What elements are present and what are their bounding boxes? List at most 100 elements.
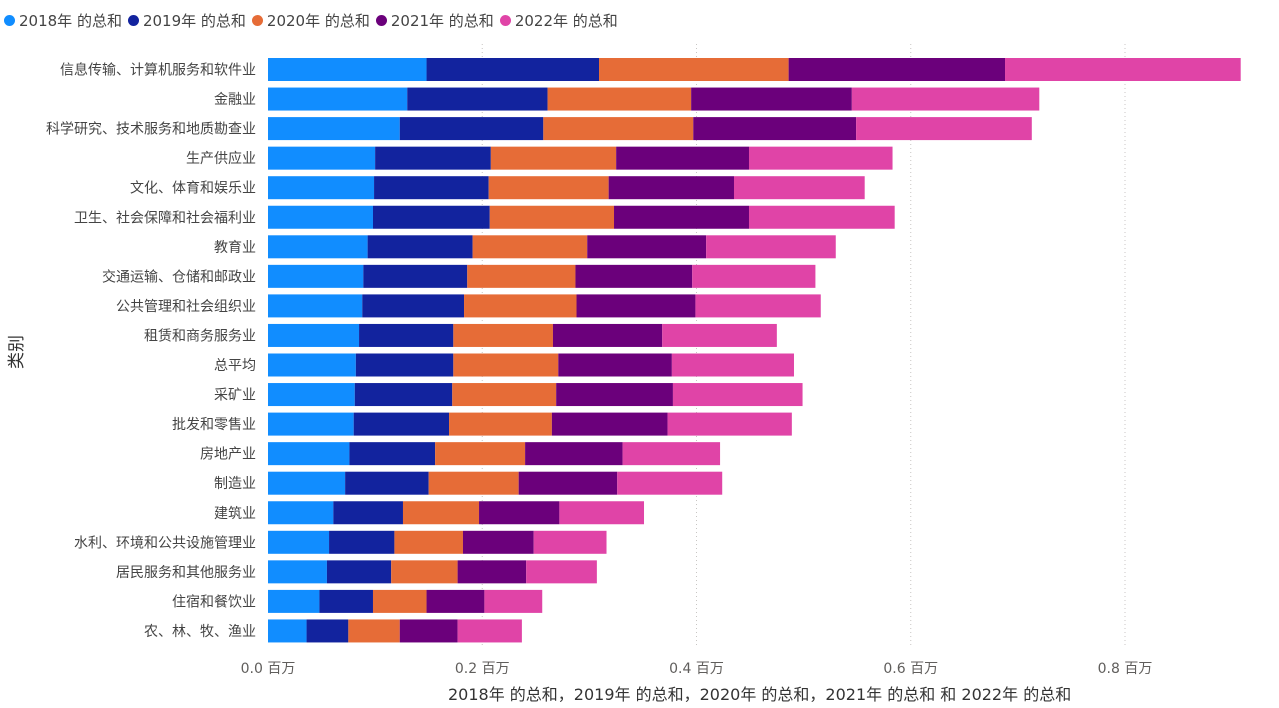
bar-segment[interactable] xyxy=(518,471,618,495)
bar-segment[interactable] xyxy=(608,176,734,200)
bar-segment[interactable] xyxy=(349,442,436,466)
bar-segment[interactable] xyxy=(435,442,526,466)
bar-segment[interactable] xyxy=(348,619,400,643)
bar-segment[interactable] xyxy=(617,471,723,495)
bar-segment[interactable] xyxy=(428,471,519,495)
bar-segment[interactable] xyxy=(353,412,450,436)
bar-segment[interactable] xyxy=(452,383,557,407)
bar-segment[interactable] xyxy=(667,412,792,436)
bar-segment[interactable] xyxy=(268,264,364,288)
bar-segment[interactable] xyxy=(268,176,375,200)
bar-segment[interactable] xyxy=(268,294,363,318)
legend-item[interactable]: 2021年 的总和 xyxy=(375,10,494,31)
bar-segment[interactable] xyxy=(533,530,607,554)
bar-segment[interactable] xyxy=(484,589,543,613)
bar-segment[interactable] xyxy=(748,205,895,229)
bar-segment[interactable] xyxy=(599,58,789,81)
bar-segment[interactable] xyxy=(394,530,463,554)
bar-segment[interactable] xyxy=(457,560,527,584)
bar-segment[interactable] xyxy=(268,87,408,111)
bar-segment[interactable] xyxy=(525,442,623,466)
bar-segment[interactable] xyxy=(462,530,534,554)
bar-segment[interactable] xyxy=(268,383,355,407)
bar-segment[interactable] xyxy=(692,264,816,288)
bar-segment[interactable] xyxy=(449,412,552,436)
bar-segment[interactable] xyxy=(391,560,458,584)
bar-segment[interactable] xyxy=(367,235,473,259)
bar-segment[interactable] xyxy=(268,442,350,466)
bar-segment[interactable] xyxy=(268,235,368,259)
bar-segment[interactable] xyxy=(616,146,749,170)
bar-segment[interactable] xyxy=(788,58,1006,81)
bar-segment[interactable] xyxy=(319,589,373,613)
bar-segment[interactable] xyxy=(547,87,692,111)
bar-segment[interactable] xyxy=(488,176,609,200)
bar-segment[interactable] xyxy=(693,117,857,141)
bar-segment[interactable] xyxy=(490,146,617,170)
bar-segment[interactable] xyxy=(662,323,777,347)
bar-segment[interactable] xyxy=(479,501,560,525)
bar-segment[interactable] xyxy=(543,117,694,141)
bar-segment[interactable] xyxy=(399,619,458,643)
bar-segment[interactable] xyxy=(345,471,429,495)
bar-segment[interactable] xyxy=(268,619,307,643)
bar-segment[interactable] xyxy=(576,294,696,318)
bar-segment[interactable] xyxy=(472,235,588,259)
legend-item[interactable]: 2022年 的总和 xyxy=(499,10,618,31)
bar-segment[interactable] xyxy=(399,117,544,141)
bar-segment[interactable] xyxy=(268,353,356,377)
bar-segment[interactable] xyxy=(575,264,693,288)
bar-segment[interactable] xyxy=(552,323,663,347)
bar-segment[interactable] xyxy=(559,501,645,525)
bar-segment[interactable] xyxy=(426,589,485,613)
bar-segment[interactable] xyxy=(1005,58,1241,81)
bar-segment[interactable] xyxy=(374,176,489,200)
bar-segment[interactable] xyxy=(671,353,794,377)
bar-segment[interactable] xyxy=(464,294,577,318)
bar-segment[interactable] xyxy=(622,442,721,466)
bar-segment[interactable] xyxy=(372,205,490,229)
bar-segment[interactable] xyxy=(363,264,468,288)
bar-segment[interactable] xyxy=(362,294,465,318)
bar-segment[interactable] xyxy=(457,619,522,643)
bar-segment[interactable] xyxy=(733,176,865,200)
bar-segment[interactable] xyxy=(695,294,821,318)
bar-segment[interactable] xyxy=(614,205,749,229)
bar-segment[interactable] xyxy=(851,87,1040,111)
bar-segment[interactable] xyxy=(329,530,395,554)
bar-segment[interactable] xyxy=(268,58,427,81)
bar-segment[interactable] xyxy=(268,501,334,525)
bar-segment[interactable] xyxy=(268,205,373,229)
bar-segment[interactable] xyxy=(268,530,330,554)
bar-segment[interactable] xyxy=(551,412,668,436)
bar-segment[interactable] xyxy=(407,87,548,111)
bar-segment[interactable] xyxy=(467,264,576,288)
bar-segment[interactable] xyxy=(453,353,559,377)
bar-segment[interactable] xyxy=(526,560,597,584)
bar-segment[interactable] xyxy=(375,146,491,170)
bar-segment[interactable] xyxy=(706,235,836,259)
bar-segment[interactable] xyxy=(372,589,427,613)
legend-item[interactable]: 2019年 的总和 xyxy=(127,10,246,31)
bar-segment[interactable] xyxy=(268,146,376,170)
legend-item[interactable]: 2020年 的总和 xyxy=(251,10,370,31)
bar-segment[interactable] xyxy=(489,205,615,229)
bar-segment[interactable] xyxy=(453,323,553,347)
bar-segment[interactable] xyxy=(556,383,673,407)
bar-segment[interactable] xyxy=(748,146,893,170)
bar-segment[interactable] xyxy=(856,117,1032,141)
bar-segment[interactable] xyxy=(333,501,403,525)
bar-segment[interactable] xyxy=(268,589,320,613)
bar-segment[interactable] xyxy=(268,412,354,436)
bar-segment[interactable] xyxy=(354,383,453,407)
bar-segment[interactable] xyxy=(268,117,400,141)
bar-segment[interactable] xyxy=(359,323,454,347)
bar-segment[interactable] xyxy=(306,619,349,643)
bar-segment[interactable] xyxy=(268,323,360,347)
bar-segment[interactable] xyxy=(426,58,600,81)
legend-item[interactable]: 2018年 的总和 xyxy=(4,10,122,31)
bar-segment[interactable] xyxy=(691,87,852,111)
bar-segment[interactable] xyxy=(268,471,346,495)
bar-segment[interactable] xyxy=(558,353,672,377)
bar-segment[interactable] xyxy=(672,383,803,407)
